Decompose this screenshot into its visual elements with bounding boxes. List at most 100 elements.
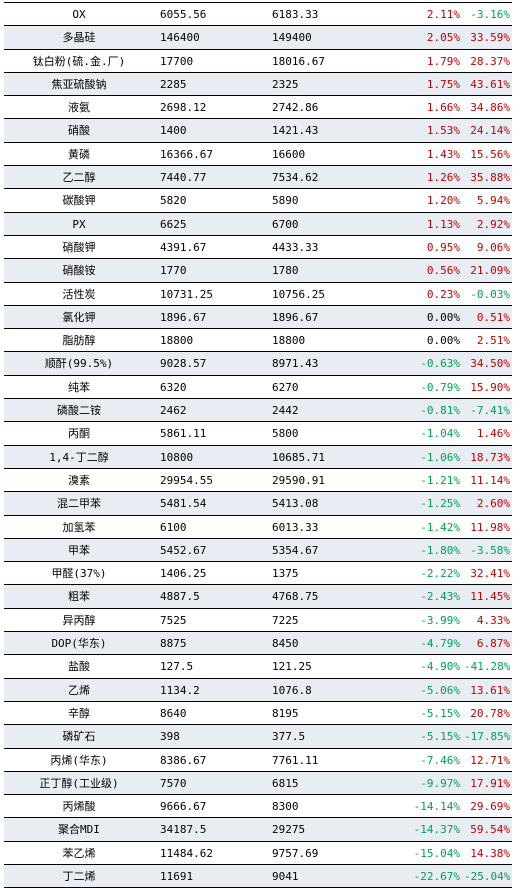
previous-price-cell: 8640	[160, 706, 187, 720]
change-percent-cell: -1.21%	[420, 473, 460, 487]
table-row: 碳酸钾 5820 5890 1.20% 5.94%	[4, 189, 512, 213]
table-row: 液氨 2698.12 2742.86 1.66% 34.86%	[4, 96, 512, 120]
change-percent-cell: -1.80%	[420, 543, 460, 557]
change-percent-cell: 0.56%	[426, 264, 460, 278]
previous-price-cell: 4887.5	[160, 590, 200, 604]
current-price-cell: 7761.11	[272, 753, 319, 767]
table-row: 粗苯 4887.5 4768.75 -2.43% 11.45%	[4, 585, 512, 609]
previous-price-cell: 9666.67	[160, 800, 207, 814]
table-row: 正丁醇(工业级) 7570 6815 -9.97% 17.91%	[4, 771, 512, 796]
previous-price-cell: 8875	[160, 637, 187, 651]
current-price-cell: 5413.08	[272, 497, 319, 511]
current-price-cell: 6013.33	[272, 520, 319, 534]
current-price-cell: 4433.33	[272, 240, 319, 254]
yoy-percent-cell: 20.78%	[470, 706, 510, 720]
current-price-cell: 7534.62	[272, 171, 319, 185]
previous-price-cell: 398	[160, 730, 180, 744]
change-percent-cell: 1.53%	[426, 124, 460, 138]
yoy-percent-cell: 32.41%	[470, 567, 510, 581]
table-row: 甲醛(37%) 1406.25 1375 -2.22% 32.41%	[4, 562, 512, 586]
current-price-cell: 8300	[272, 800, 299, 814]
current-price-cell: 10685.71	[272, 450, 325, 464]
yoy-percent-cell: -3.58%	[470, 543, 510, 557]
product-name-cell: 磷矿石	[62, 730, 96, 744]
change-percent-cell: 1.79%	[426, 54, 460, 68]
current-price-cell: 2325	[272, 77, 299, 91]
product-name-cell: 1,4-丁二醇	[49, 450, 109, 464]
table-row: 纯苯 6320 6270 -0.79% 15.90%	[4, 376, 512, 400]
yoy-percent-cell: 6.87%	[476, 637, 510, 651]
table-row: 活性炭 10731.25 10756.25 0.23% -0.03%	[4, 283, 512, 306]
yoy-percent-cell: -0.03%	[470, 287, 510, 301]
yoy-percent-cell: 17.91%	[470, 776, 510, 790]
yoy-percent-cell: 2.92%	[476, 217, 510, 231]
table-row: 辛醇 8640 8195 -5.15% 20.78%	[4, 702, 512, 726]
previous-price-cell: 5481.54	[160, 497, 207, 511]
table-row: 甲苯 5452.67 5354.67 -1.80% -3.58%	[4, 538, 512, 563]
change-percent-cell: 1.43%	[426, 147, 460, 161]
table-row: 乙二醇 7440.77 7534.62 1.26% 35.88%	[4, 166, 512, 190]
previous-price-cell: 7440.77	[160, 171, 207, 185]
change-percent-cell: -7.46%	[420, 753, 460, 767]
change-percent-cell: -2.43%	[420, 590, 460, 604]
change-percent-cell: -14.14%	[413, 800, 460, 814]
yoy-percent-cell: 28.37%	[470, 54, 510, 68]
previous-price-cell: 6055.56	[160, 8, 207, 21]
table-row: 磷矿石 398 377.5 -5.15% -17.85%	[4, 725, 512, 749]
yoy-percent-cell: 11.45%	[470, 590, 510, 604]
change-percent-cell: -1.42%	[420, 520, 460, 534]
change-percent-cell: -1.25%	[420, 497, 460, 511]
yoy-percent-cell: 11.14%	[470, 473, 510, 487]
product-name-cell: 多晶硅	[62, 31, 96, 45]
yoy-percent-cell: 21.09%	[470, 264, 510, 278]
yoy-percent-cell: 9.06%	[476, 240, 510, 254]
previous-price-cell: 2285	[160, 77, 187, 91]
yoy-percent-cell: 12.71%	[470, 753, 510, 767]
current-price-cell: 7225	[272, 613, 299, 627]
previous-price-cell: 6320	[160, 380, 187, 394]
current-price-cell: 5890	[272, 194, 299, 208]
product-name-cell: 焦亚硫酸钠	[51, 77, 107, 91]
previous-price-cell: 1770	[160, 264, 187, 278]
previous-price-cell: 17700	[160, 54, 194, 68]
current-price-cell: 6183.33	[272, 8, 319, 21]
change-percent-cell: 1.66%	[426, 101, 460, 115]
table-row: 混二甲苯 5481.54 5413.08 -1.25% 2.60%	[4, 492, 512, 516]
product-name-cell: 脂肪醇	[62, 334, 96, 348]
product-name-cell: 辛醇	[68, 706, 90, 720]
table-row: 脂肪醇 18800 18800 0.00% 2.51%	[4, 329, 512, 353]
current-price-cell: 377.5	[272, 730, 306, 744]
current-price-cell: 16600	[272, 147, 306, 161]
current-price-cell: 1896.67	[272, 310, 319, 324]
previous-price-cell: 1400	[160, 124, 187, 138]
change-percent-cell: 0.23%	[426, 287, 460, 301]
product-name-cell: 钛白粉(硫.金.厂)	[32, 54, 126, 68]
yoy-percent-cell: 43.61%	[470, 77, 510, 91]
table-row: 硝酸 1400 1421.43 1.53% 24.14%	[4, 119, 512, 143]
product-name-cell: 顺酐(99.5%)	[44, 357, 114, 371]
previous-price-cell: 16366.67	[160, 147, 213, 161]
change-percent-cell: 2.05%	[426, 31, 460, 45]
previous-price-cell: 6100	[160, 520, 187, 534]
table-row: 焦亚硫酸钠 2285 2325 1.75% 43.61%	[4, 72, 512, 97]
yoy-percent-cell: 18.73%	[470, 450, 510, 464]
product-name-cell: 聚合MDI	[58, 823, 100, 837]
yoy-percent-cell: 14.38%	[470, 846, 510, 860]
product-name-cell: PX	[72, 217, 86, 231]
change-percent-cell: 2.11%	[426, 8, 460, 21]
yoy-percent-cell: -41.28%	[464, 660, 511, 674]
previous-price-cell: 10731.25	[160, 287, 213, 301]
previous-price-cell: 9028.57	[160, 357, 207, 371]
current-price-cell: 1375	[272, 567, 299, 581]
yoy-percent-cell: 29.69%	[470, 800, 510, 814]
current-price-cell: 29275	[272, 823, 306, 837]
product-name-cell: 硝酸钾	[62, 240, 96, 254]
previous-price-cell: 18800	[160, 334, 194, 348]
change-percent-cell: 0.95%	[426, 240, 460, 254]
table-row: 丙烯(华东) 8386.67 7761.11 -7.46% 12.71%	[4, 749, 512, 772]
change-percent-cell: -4.90%	[420, 660, 460, 674]
previous-price-cell: 2698.12	[160, 101, 207, 115]
table-row: 黄磷 16366.67 16600 1.43% 15.56%	[4, 143, 512, 167]
current-price-cell: 29590.91	[272, 473, 325, 487]
change-percent-cell: -0.81%	[420, 404, 460, 418]
